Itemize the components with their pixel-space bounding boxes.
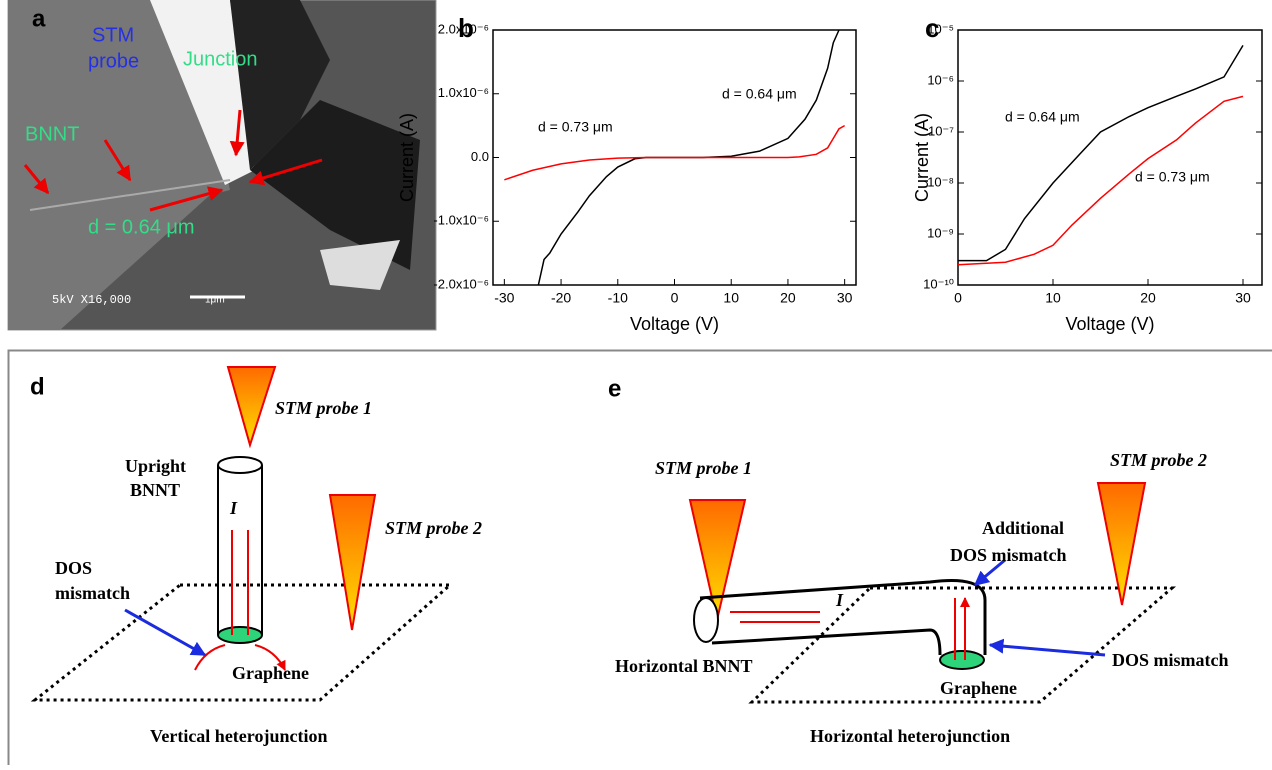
label: Additional bbox=[982, 518, 1064, 538]
annotation: d = 0.73 μm bbox=[1135, 169, 1210, 185]
x-axis-label: Voltage (V) bbox=[630, 314, 719, 334]
panel-label: a bbox=[32, 5, 46, 32]
annotation: d = 0.64 μm bbox=[722, 86, 797, 102]
label: probe bbox=[88, 50, 139, 72]
x-axis-label: Voltage (V) bbox=[1065, 314, 1154, 334]
y-tick-label: 0.0 bbox=[471, 149, 489, 164]
label: d = 0.64 μm bbox=[88, 216, 195, 238]
label: STM probe 2 bbox=[1110, 450, 1207, 470]
y-tick-label: 10⁻¹⁰ bbox=[923, 276, 954, 291]
label: STM probe 1 bbox=[275, 398, 372, 418]
series-line bbox=[958, 45, 1243, 260]
caption: Horizontal heterojunction bbox=[810, 726, 1010, 746]
label: STM probe 2 bbox=[385, 518, 482, 538]
label: Horizontal BNNT bbox=[615, 656, 753, 676]
x-tick-label: 30 bbox=[837, 290, 853, 306]
panel-label: c bbox=[925, 13, 939, 43]
label: DOS mismatch bbox=[950, 545, 1067, 565]
label: DOS mismatch bbox=[1112, 650, 1229, 670]
label: I bbox=[835, 590, 844, 610]
y-tick-label: 10⁻⁷ bbox=[928, 123, 954, 138]
label: STM probe 1 bbox=[655, 458, 752, 478]
x-tick-label: 20 bbox=[780, 290, 796, 306]
x-tick-label: -20 bbox=[551, 290, 571, 306]
caption: Vertical heterojunction bbox=[150, 726, 327, 746]
label: DOS bbox=[55, 558, 92, 578]
label: BNNT bbox=[130, 480, 180, 500]
label: BNNT bbox=[25, 123, 79, 145]
y-tick-label: 10⁻⁶ bbox=[927, 72, 954, 87]
x-tick-label: 10 bbox=[1045, 290, 1061, 306]
annotation: d = 0.73 μm bbox=[538, 119, 613, 135]
panel-label: b bbox=[458, 13, 474, 43]
y-tick-label: -2.0x10⁻⁶ bbox=[433, 276, 489, 291]
x-tick-label: 0 bbox=[954, 290, 962, 306]
panel-label: e bbox=[608, 375, 621, 402]
box bbox=[9, 351, 1272, 766]
label: I bbox=[229, 498, 238, 518]
y-tick-label: 1.0x10⁻⁶ bbox=[438, 85, 489, 100]
panel-label: d bbox=[30, 373, 45, 400]
label: Upright bbox=[125, 456, 186, 476]
label: Junction bbox=[183, 48, 258, 70]
label: Graphene bbox=[232, 663, 309, 683]
x-tick-label: 30 bbox=[1235, 290, 1251, 306]
x-tick-label: -10 bbox=[608, 290, 628, 306]
plot-frame bbox=[958, 30, 1262, 285]
x-tick-label: 0 bbox=[671, 290, 679, 306]
label: 1μm bbox=[205, 295, 225, 306]
annotation: d = 0.64 μm bbox=[1005, 109, 1080, 125]
y-axis-label: Current (A) bbox=[397, 113, 417, 202]
x-tick-label: 10 bbox=[723, 290, 739, 306]
diagram-e bbox=[690, 483, 1172, 702]
y-tick-label: 10⁻⁹ bbox=[927, 225, 954, 240]
x-tick-label: -30 bbox=[494, 290, 514, 306]
y-axis-label: Current (A) bbox=[912, 113, 932, 202]
y-tick-label: -1.0x10⁻⁶ bbox=[433, 213, 489, 228]
label: STM bbox=[92, 24, 134, 46]
label: Graphene bbox=[940, 678, 1017, 698]
label: 5kV X16,000 bbox=[52, 293, 131, 307]
x-tick-label: 20 bbox=[1140, 290, 1156, 306]
label: mismatch bbox=[55, 583, 130, 603]
